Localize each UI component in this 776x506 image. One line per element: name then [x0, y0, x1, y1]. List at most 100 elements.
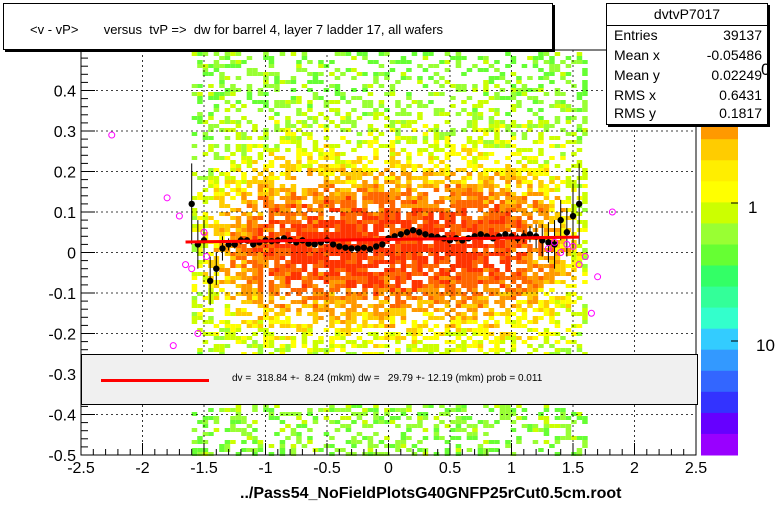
- heat-cell: [279, 452, 286, 456]
- heat-cell: [351, 208, 357, 212]
- heat-cell: [400, 276, 407, 280]
- heat-cell: [455, 404, 462, 408]
- heat-cell: [439, 60, 445, 64]
- heat-cell: [340, 332, 346, 336]
- heat-cell: [450, 148, 456, 152]
- heat-cell: [395, 176, 401, 180]
- heat-cell: [510, 408, 517, 412]
- heat-cell: [389, 192, 396, 196]
- heat-cell: [351, 96, 357, 100]
- heat-cell: [499, 96, 506, 100]
- heat-cell: [323, 432, 330, 436]
- heat-cell: [219, 268, 225, 272]
- heat-cell: [582, 92, 588, 96]
- heat-cell: [505, 52, 511, 56]
- heat-cell: [499, 276, 506, 280]
- x-tick-label: -2: [135, 460, 149, 477]
- heat-cell: [235, 100, 242, 104]
- heat-cell: [406, 120, 412, 124]
- heat-cell: [532, 200, 539, 204]
- heat-cell: [477, 452, 484, 456]
- heat-cell: [334, 88, 341, 92]
- heat-cell: [334, 300, 341, 304]
- heat-cell: [483, 92, 489, 96]
- heat-cell: [527, 128, 533, 132]
- heat-cell: [417, 448, 423, 452]
- heat-cell: [461, 252, 467, 256]
- open-marker: [594, 273, 602, 281]
- heat-cell: [521, 192, 528, 196]
- heat-cell: [246, 56, 253, 60]
- heat-cell: [246, 224, 253, 228]
- heat-cell: [345, 172, 352, 176]
- heat-cell: [582, 172, 588, 176]
- heat-cell: [411, 348, 418, 352]
- palette-swatch: [701, 286, 738, 309]
- open-markers: [108, 131, 616, 350]
- heat-cell: [329, 408, 335, 412]
- heat-cell: [373, 152, 379, 156]
- heat-cell: [257, 344, 264, 348]
- heat-cell: [274, 304, 280, 308]
- heat-cell: [510, 296, 517, 300]
- heat-cell: [549, 80, 555, 84]
- heat-cell: [367, 100, 374, 104]
- heat-cell: [521, 84, 528, 88]
- heat-cell: [334, 160, 341, 164]
- heat-cell: [274, 404, 280, 408]
- heat-cell: [208, 288, 214, 292]
- heat-cell: [494, 268, 500, 272]
- heat-cell: [351, 120, 357, 124]
- heat-cell: [334, 288, 341, 292]
- profile-point: [329, 241, 337, 248]
- heat-cell: [516, 324, 522, 328]
- heat-cell: [340, 172, 346, 176]
- heat-cell: [224, 224, 231, 228]
- heat-cell: [323, 180, 330, 184]
- heat-cell: [268, 72, 275, 76]
- heat-cell: [576, 348, 583, 352]
- heat-cell: [219, 80, 225, 84]
- heat-cell: [461, 108, 467, 112]
- heat-cell: [422, 412, 429, 416]
- heat-cell: [202, 420, 209, 424]
- heat-cell: [483, 332, 489, 336]
- heat-cell: [334, 232, 341, 236]
- heat-cell: [521, 240, 528, 244]
- heat-cell: [549, 204, 555, 208]
- heat-cell: [307, 104, 313, 108]
- heat-cell: [444, 340, 451, 344]
- heat-cell: [439, 196, 445, 200]
- heat-cell: [516, 196, 522, 200]
- heat-cell: [301, 228, 308, 232]
- heat-cell: [285, 336, 291, 340]
- heat-cell: [483, 144, 489, 148]
- heat-cell: [543, 76, 550, 80]
- heat-cell: [516, 256, 522, 260]
- heat-cell: [268, 212, 275, 216]
- heat-cell: [565, 200, 572, 204]
- heat-cell: [510, 172, 517, 176]
- heat-cell: [279, 136, 286, 140]
- heat-cell: [285, 304, 291, 308]
- heat-cell: [296, 220, 302, 224]
- heat-cell: [318, 292, 324, 296]
- heat-cell: [318, 196, 324, 200]
- heat-cell: [428, 100, 434, 104]
- heat-cell: [488, 176, 495, 180]
- heat-cell: [455, 208, 462, 212]
- heat-cell: [411, 240, 418, 244]
- heat-cell: [367, 60, 374, 64]
- heat-cell: [301, 212, 308, 216]
- heat-cell: [488, 208, 495, 212]
- heat-cell: [213, 64, 220, 68]
- heat-cell: [494, 168, 500, 172]
- heat-cell: [252, 272, 258, 276]
- heat-cell: [406, 296, 412, 300]
- heat-cell: [483, 320, 489, 324]
- heat-cell: [219, 328, 225, 332]
- heat-cell: [455, 52, 462, 56]
- heat-cell: [488, 224, 495, 228]
- heat-cell: [450, 280, 456, 284]
- heat-cell: [510, 136, 517, 140]
